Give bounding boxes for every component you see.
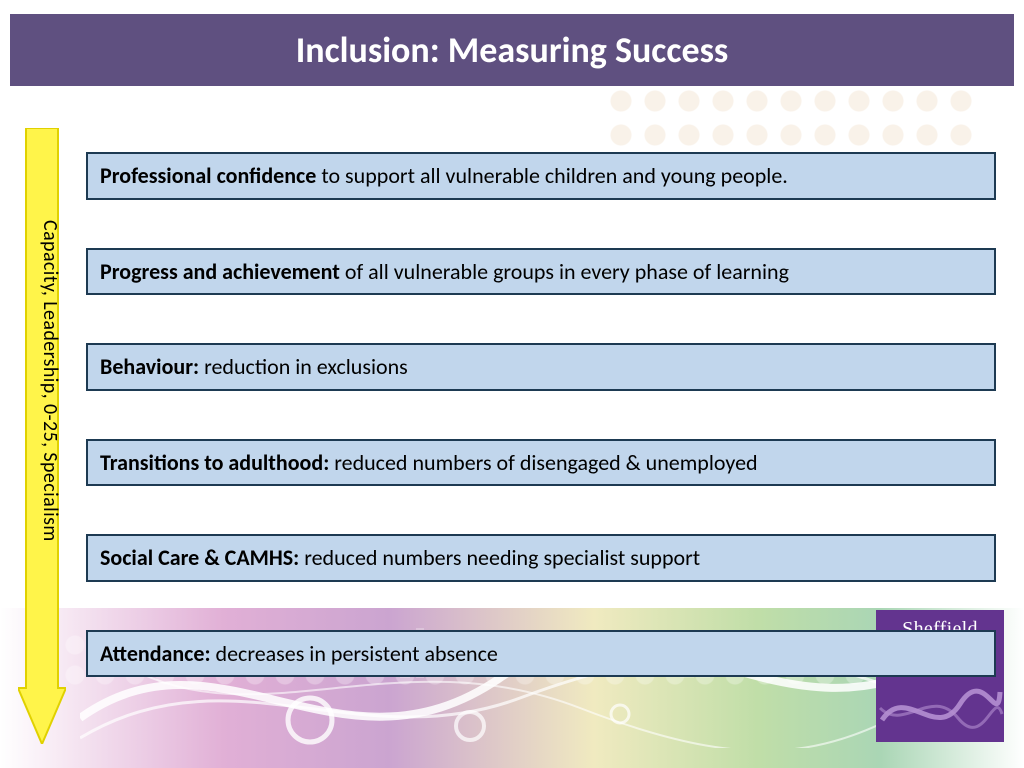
box-rest: to support all vulnerable children and y… [316,162,788,189]
box-bold: Behaviour: [100,353,199,380]
title-bar: Inclusion: Measuring Success [10,14,1014,86]
box-professional-confidence: Professional confidence to support all v… [86,152,996,200]
box-bold: Social Care & CAMHS: [100,544,299,571]
box-rest: of all vulnerable groups in every phase … [340,258,789,285]
box-rest: decreases in persistent absence [211,640,498,667]
success-boxes: Professional confidence to support all v… [86,152,996,677]
box-rest: reduced numbers needing specialist suppo… [299,544,700,571]
box-bold: Professional confidence [100,162,316,189]
box-transitions: Transitions to adulthood: reduced number… [86,439,996,487]
slide-title: Inclusion: Measuring Success [296,28,729,72]
slide: Inclusion: Measuring Success Capacity, L… [0,0,1024,768]
box-bold: Transitions to adulthood: [100,449,329,476]
box-rest: reduction in exclusions [199,353,408,380]
box-social-care: Social Care & CAMHS: reduced numbers nee… [86,534,996,582]
box-bold: Progress and achievement [100,258,340,285]
box-rest: reduced numbers of disengaged & unemploy… [329,449,757,476]
box-behaviour: Behaviour: reduction in exclusions [86,343,996,391]
box-progress-achievement: Progress and achievement of all vulnerab… [86,248,996,296]
arrow-label: Capacity, Leadership, 0-25, Specialism [22,220,62,542]
box-attendance: Attendance: decreases in persistent abse… [86,630,996,678]
sheffield-swirl-icon [876,674,1004,734]
box-bold: Attendance: [100,640,211,667]
